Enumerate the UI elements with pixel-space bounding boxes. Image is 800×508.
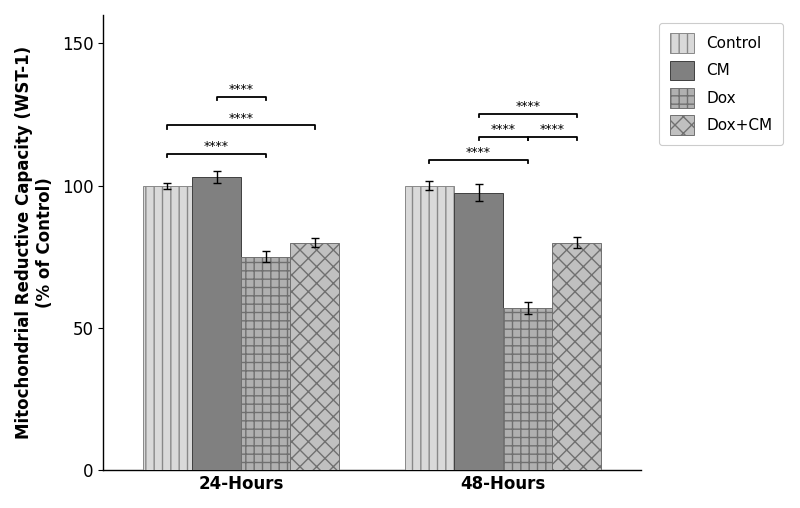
Bar <box>290 242 339 470</box>
Text: ****: **** <box>515 100 540 113</box>
Y-axis label: Mitochondrial Reductive Capacity (WST-1)
(% of Control): Mitochondrial Reductive Capacity (WST-1)… <box>15 46 54 439</box>
Text: ****: **** <box>229 112 254 124</box>
Legend: Control, CM, Dox, Dox+CM: Control, CM, Dox, Dox+CM <box>659 23 783 145</box>
Bar <box>142 186 192 470</box>
Text: ****: **** <box>466 146 491 158</box>
Bar <box>454 193 503 470</box>
Text: ****: **** <box>229 83 254 96</box>
Bar <box>405 186 454 470</box>
Bar <box>241 257 290 470</box>
Bar <box>503 308 552 470</box>
Bar <box>552 242 602 470</box>
Text: ****: **** <box>490 123 516 136</box>
Bar <box>192 177 241 470</box>
Text: ****: **** <box>540 123 565 136</box>
Text: ****: **** <box>204 140 229 153</box>
